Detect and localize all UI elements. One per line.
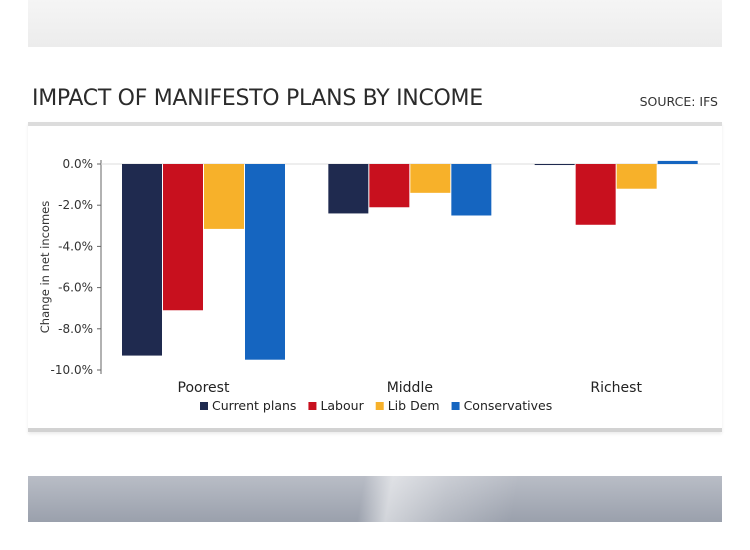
bar-richest-conservatives [657,160,698,164]
bottom-banner [28,476,722,522]
bar-poorest-current-plans [122,164,162,356]
category-label-richest: Richest [590,380,642,396]
y-tick-label: -4.0% [58,239,93,253]
y-tick-label: -2.0% [58,198,93,212]
legend-swatch-current-plans [200,402,208,410]
legend-label-current-plans: Current plans [212,398,296,413]
chart-panel: 0.0% -2.0% -4.0% -6.0% -8.0% -10.0% Change in … [28,122,722,432]
bar-richest-labour [575,164,616,225]
y-tick-label: -8.0% [58,322,93,336]
legend-label-conservatives: Conservatives [464,398,553,413]
bar-middle-conservatives [451,164,492,216]
bar-richest-lib-dem [616,164,657,189]
legend-swatch-labour [308,402,317,410]
legend-label-lib-dem: Lib Dem [388,398,440,413]
bar-poorest-labour [163,164,203,311]
top-banner [28,0,722,47]
y-axis-title: Change in net incomes [38,201,52,333]
bar-middle-labour [369,164,410,208]
legend-label-labour: Labour [320,398,364,413]
category-label-middle: Middle [387,380,433,396]
bar-poorest-conservatives [245,164,285,360]
legend-swatch-lib-dem [375,402,384,410]
bar-richest-current-plans [534,164,575,166]
legend-swatch-conservatives [451,402,460,410]
bar-middle-current-plans [328,164,369,214]
graphic-frame: IMPACT OF MANIFESTO PLANS BY INCOME SOUR… [28,0,722,550]
bar-chart: 0.0% -2.0% -4.0% -6.0% -8.0% -10.0% Change in … [38,157,720,413]
bar-middle-lib-dem [410,164,451,193]
category-label-poorest: Poorest [178,380,230,396]
title-bar [28,78,722,122]
y-tick-label: -6.0% [58,281,93,295]
y-tick-label: 0.0% [63,157,94,171]
y-tick-label: -10.0% [51,363,93,377]
bar-poorest-lib-dem [204,164,244,229]
chart-title: IMPACT OF MANIFESTO PLANS BY INCOME [32,86,483,111]
source-label: SOURCE: IFS [639,94,718,109]
